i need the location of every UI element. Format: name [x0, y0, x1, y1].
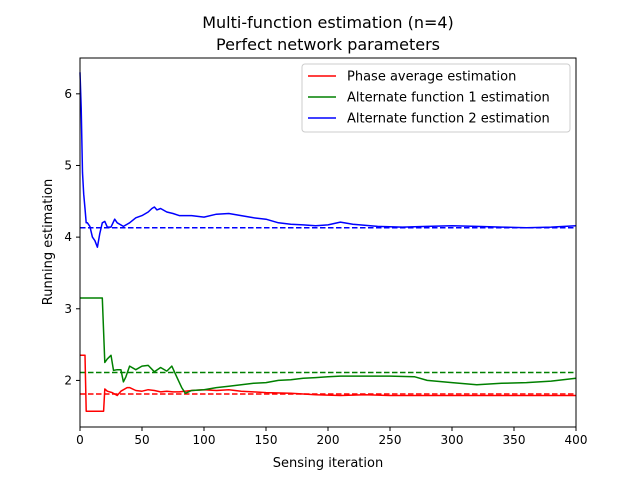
x-tick-label: 350 [503, 433, 526, 447]
x-tick-label: 300 [441, 433, 464, 447]
legend-label-2: Alternate function 1 estimation [347, 91, 550, 106]
x-tick-label: 200 [317, 433, 340, 447]
chart-title: Multi-function estimation (n=4) [202, 13, 454, 32]
y-tick-label: 4 [64, 230, 72, 244]
x-tick-label: 50 [134, 433, 149, 447]
legend-box [301, 63, 571, 133]
legend: Phase average estimation Alternate functi… [301, 63, 571, 133]
y-tick-label: 6 [64, 87, 72, 101]
y-axis-label: Running estimation [41, 179, 56, 305]
series-line-2 [80, 297, 577, 395]
y-tick-label: 3 [64, 302, 72, 316]
x-tick-label: 400 [565, 433, 588, 447]
x-axis-ticks: 0 50 100 150 200 250 300 350 400 [76, 427, 587, 447]
y-tick-label: 5 [64, 158, 72, 172]
x-tick-label: 0 [76, 433, 84, 447]
x-tick-label: 100 [193, 433, 216, 447]
x-axis-label: Sensing iteration [273, 456, 383, 471]
y-tick-label: 2 [64, 373, 72, 387]
chart-subtitle: Perfect network parameters [216, 35, 440, 54]
y-axis-ticks: 2 3 4 5 6 [64, 87, 80, 387]
x-tick-label: 150 [255, 433, 278, 447]
series-line-3 [79, 72, 577, 248]
legend-label-1: Phase average estimation [347, 70, 516, 85]
series-line-1 [80, 354, 576, 412]
plot-content [79, 72, 577, 412]
legend-label-3: Alternate function 2 estimation [347, 112, 550, 127]
x-tick-label: 250 [379, 433, 402, 447]
